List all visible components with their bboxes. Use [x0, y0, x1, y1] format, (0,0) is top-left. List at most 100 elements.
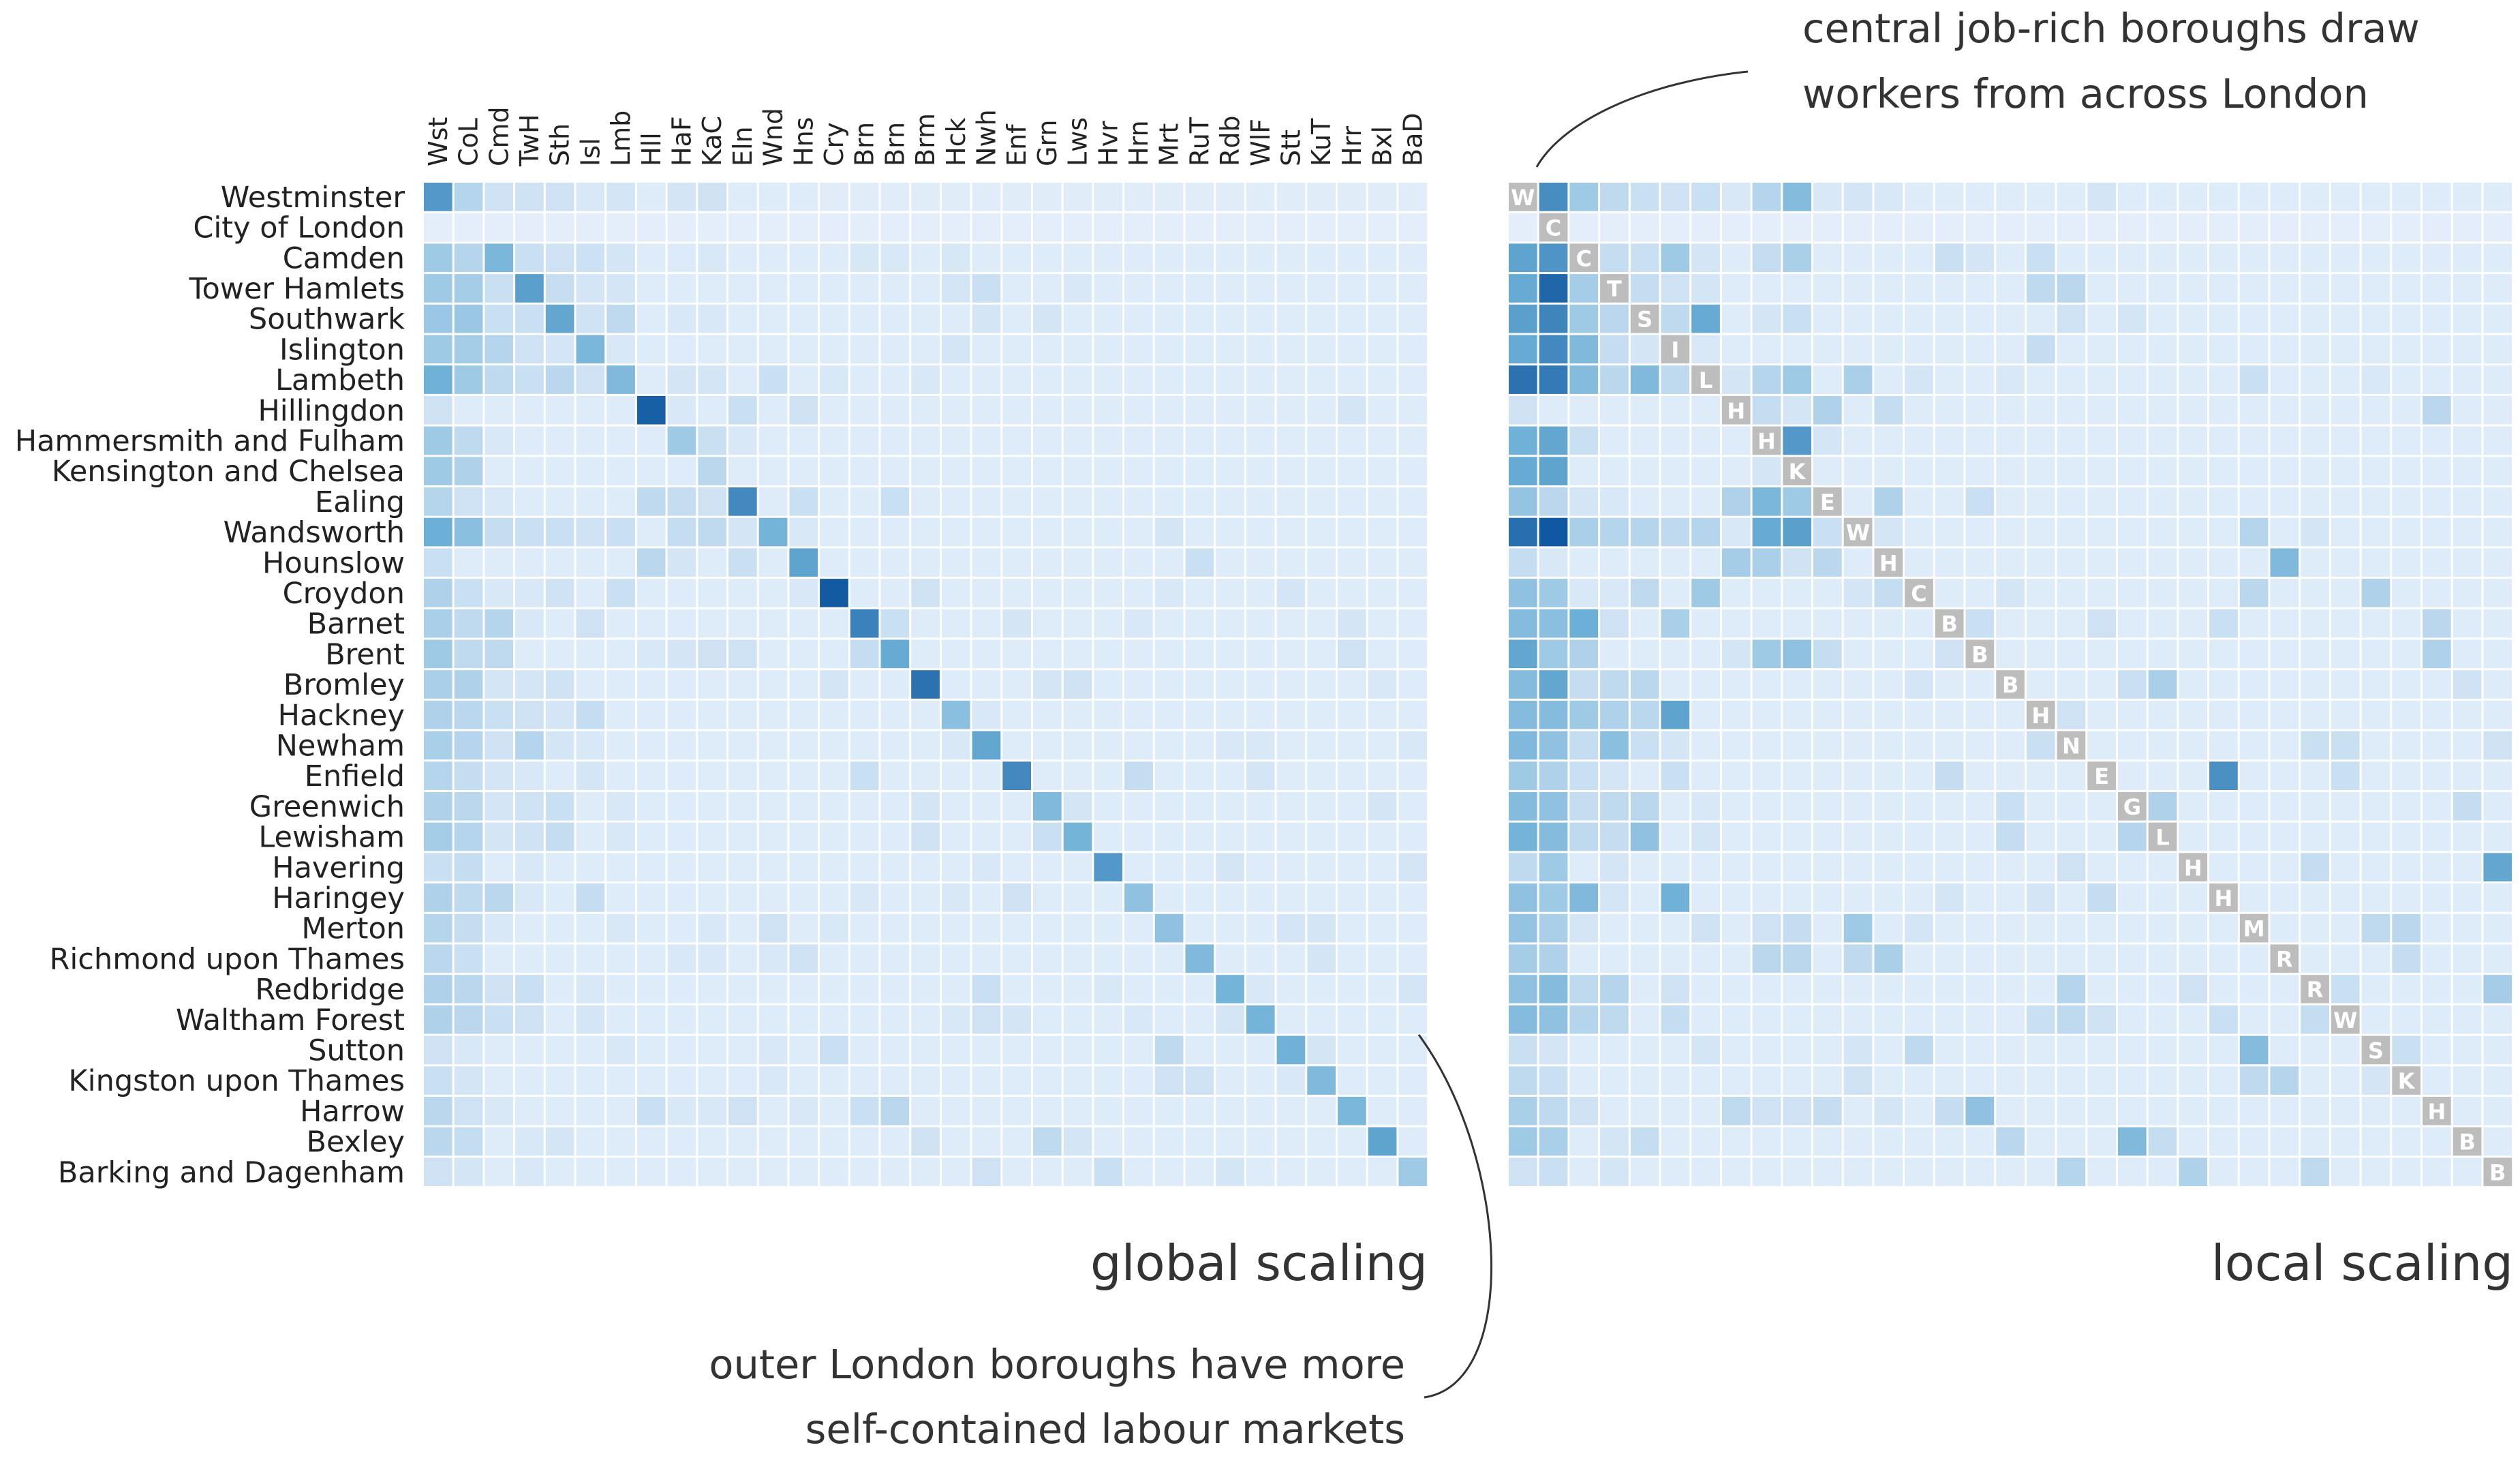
local-cell: [1661, 487, 1690, 516]
global-cell: [606, 761, 635, 790]
local-cell: [1813, 304, 1842, 333]
local-cell: [1843, 609, 1873, 638]
global-cell: [972, 304, 1001, 333]
local-cell: [1905, 243, 1933, 273]
global-cell: [576, 792, 605, 821]
global-cell: [972, 243, 1001, 273]
local-cell: [1783, 944, 1811, 973]
local-cell: [1813, 548, 1842, 577]
local-cell: [1630, 1127, 1659, 1156]
global-cell: [1154, 731, 1184, 760]
global-cell: [606, 639, 635, 669]
global-cell: [454, 609, 483, 638]
local-cell: [1630, 639, 1659, 669]
local-cell: [2209, 1005, 2238, 1034]
local-cell: [1843, 1097, 1873, 1125]
global-cell: [698, 183, 726, 211]
global-cell: [606, 1157, 635, 1187]
global-cell: [515, 579, 544, 607]
global-cell: [1033, 883, 1062, 912]
local-diagonal-letter: H: [2184, 855, 2202, 881]
global-cell: [972, 1157, 1001, 1187]
global-cell: [941, 395, 970, 425]
local-cell: [1905, 700, 1933, 729]
local-cell: [2361, 213, 2391, 242]
global-cell: [1368, 761, 1397, 790]
local-cell: [1965, 1005, 1995, 1034]
local-cell: [2483, 548, 2513, 577]
global-cell: [1338, 274, 1366, 303]
local-cell: [1600, 1066, 1629, 1095]
local-cell: [2453, 183, 2482, 211]
local-cell: [1569, 975, 1599, 1003]
column-label: KuT: [1306, 118, 1336, 166]
local-cell: [1600, 913, 1629, 943]
local-cell: [1539, 487, 1568, 516]
global-cell: [424, 183, 452, 211]
local-cell: [1905, 517, 1933, 547]
global-cell: [850, 365, 879, 394]
global-cell: [911, 1097, 940, 1125]
global-cell: [576, 639, 605, 669]
global-cell: [1216, 1005, 1244, 1034]
local-cell: [2483, 944, 2513, 973]
global-cell: [972, 913, 1001, 943]
global-cell: [789, 274, 818, 303]
local-cell: [1813, 579, 1842, 607]
global-cell: [1307, 183, 1336, 211]
global-cell: [1276, 457, 1306, 485]
global-cell: [515, 487, 544, 516]
local-diagonal-cell: [1600, 274, 1629, 303]
local-cell: [2087, 1097, 2116, 1125]
local-cell: [1752, 761, 1781, 790]
global-cell: [1185, 1035, 1214, 1065]
global-cell: [667, 670, 696, 699]
local-cell: [1691, 913, 1720, 943]
global-cell: [576, 913, 605, 943]
global-cell: [789, 365, 818, 394]
local-cell: [2301, 213, 2329, 242]
local-cell: [2270, 579, 2299, 607]
local-cell: [2057, 1005, 2086, 1034]
global-cell: [515, 913, 544, 943]
global-cell: [1307, 1157, 1336, 1187]
global-cell: [1398, 975, 1428, 1003]
global-cell: [454, 913, 483, 943]
global-cell: [636, 335, 666, 364]
global-cell: [1063, 609, 1092, 638]
local-diagonal-letter: B: [2489, 1159, 2506, 1185]
global-cell: [972, 761, 1001, 790]
global-cell: [545, 731, 574, 760]
local-cell: [1965, 1035, 1995, 1065]
local-cell: [1569, 609, 1599, 638]
global-cell: [972, 183, 1001, 211]
local-cell: [2270, 792, 2299, 821]
global-cell: [424, 274, 452, 303]
global-cell: [667, 304, 696, 333]
global-cell: [758, 609, 788, 638]
global-cell: [972, 365, 1001, 394]
local-cell: [1935, 1157, 1964, 1187]
global-cell: [606, 670, 635, 699]
global-cell: [606, 579, 635, 607]
local-cell: [2270, 670, 2299, 699]
local-diagonal-letter: W: [2333, 1007, 2357, 1033]
global-cell: [1398, 609, 1428, 638]
local-cell: [2209, 731, 2238, 760]
local-cell: [1813, 731, 1842, 760]
local-cell: [1965, 274, 1995, 303]
global-cell: [789, 243, 818, 273]
local-cell: [2301, 426, 2329, 455]
local-cell: [1874, 1157, 1903, 1187]
local-cell: [1661, 1157, 1690, 1187]
global-cell: [1338, 1066, 1366, 1095]
global-cell: [1368, 213, 1397, 242]
global-cell: [1002, 639, 1031, 669]
global-cell: [1002, 395, 1031, 425]
local-cell: [1935, 1035, 1964, 1065]
global-cell: [1063, 1097, 1092, 1125]
local-cell: [2239, 457, 2269, 485]
global-cell: [1338, 1005, 1366, 1034]
local-cell: [1691, 792, 1720, 821]
global-cell: [424, 365, 452, 394]
